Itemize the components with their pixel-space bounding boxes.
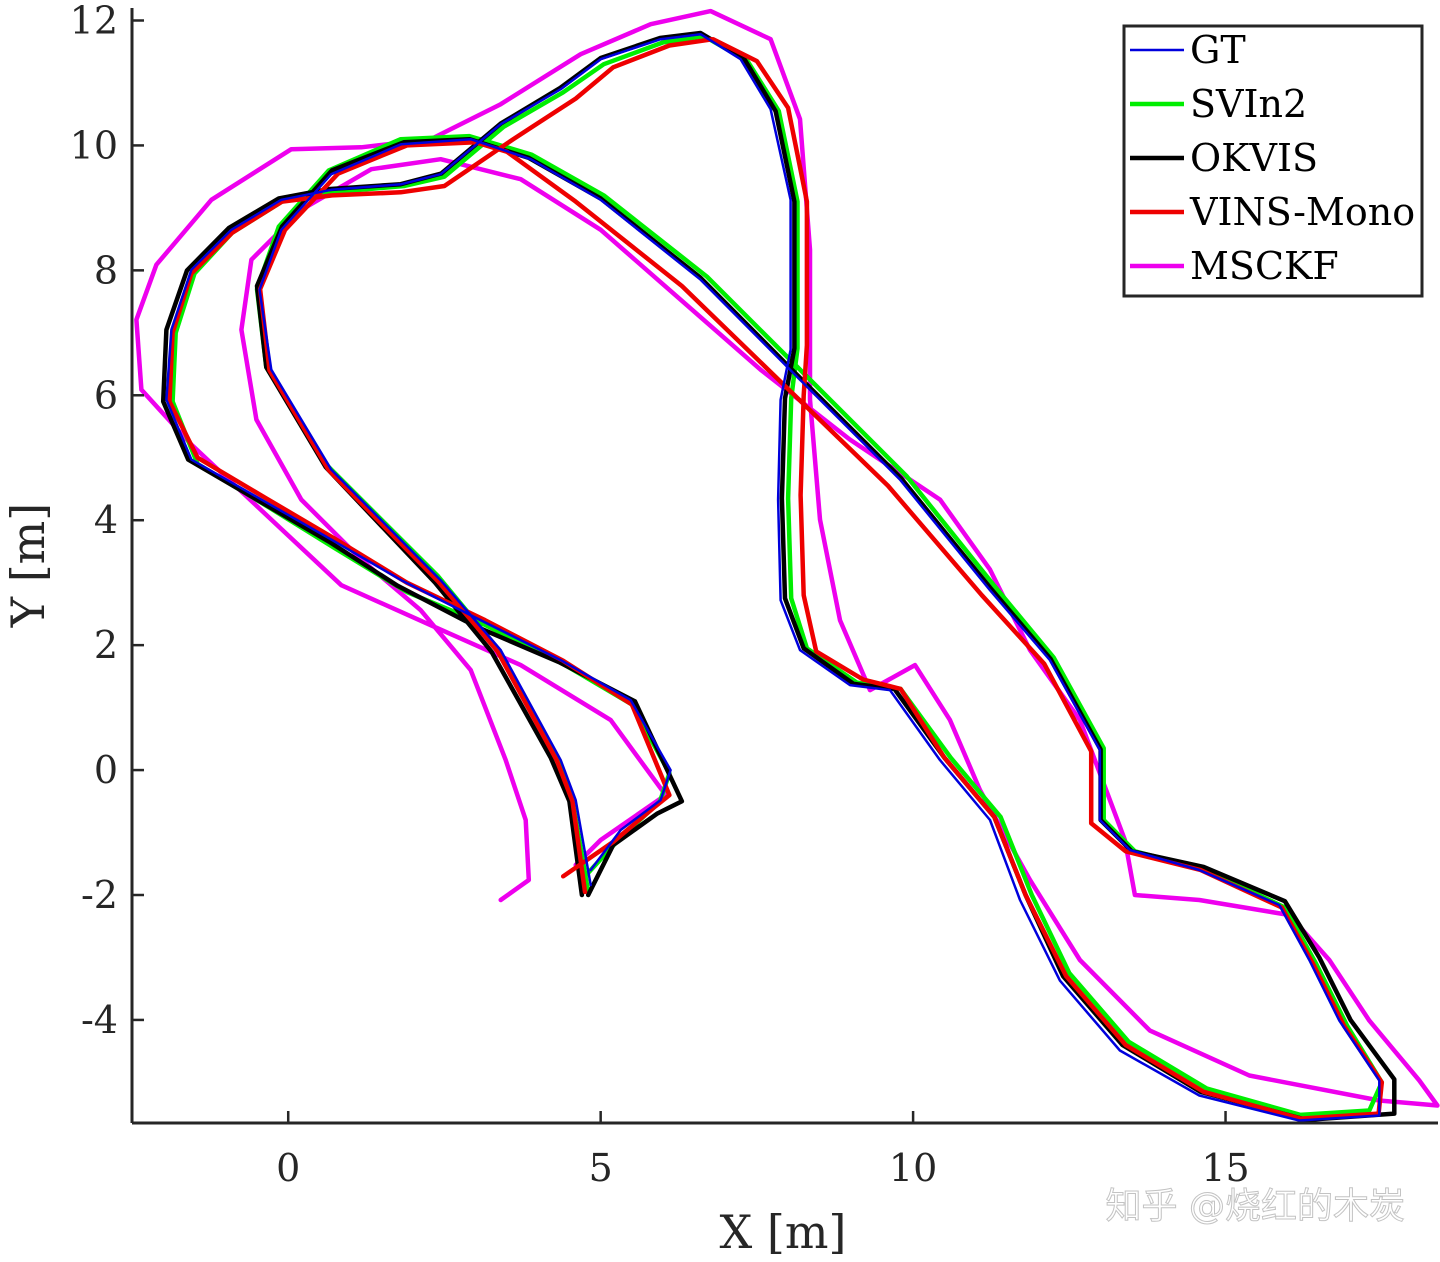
legend-label: SVIn2 [1190,82,1307,126]
y-tick-label: 2 [94,623,118,667]
x-tick-label: 15 [1201,1146,1249,1190]
legend-label: OKVIS [1190,136,1318,180]
axes: 0 5 10 15 -4 -2 0 2 4 6 8 10 12 [70,0,1438,1190]
series-line-svin2 [170,33,1385,1118]
y-tick-label: 8 [94,248,118,292]
y-tick-label: 12 [70,0,118,42]
x-axis-label: X [m] [720,1205,847,1259]
legend-label: VINS-Mono [1189,190,1415,234]
x-tick-label: 10 [889,1146,937,1190]
y-axis-label: Y [m] [1,503,55,629]
y-tick-label: -2 [81,873,118,917]
legend-label: GT [1190,28,1246,72]
legend-entry-svin2: SVIn2 [1130,82,1307,126]
x-tick-label: 0 [276,1146,300,1190]
legend: GT SVIn2 OKVIS VINS-Mono MSCKF [1122,24,1424,298]
y-tick-label: 10 [70,123,118,167]
y-tick-label: 6 [94,373,118,417]
y-tick-label: 0 [94,748,118,792]
y-tick-label: -4 [81,998,118,1042]
legend-label: MSCKF [1190,244,1339,288]
legend-entry-vins-mono: VINS-Mono [1130,190,1415,234]
series-line-gt [165,32,1381,1122]
legend-entry-msckf: MSCKF [1130,244,1339,288]
legend-entry-okvis: OKVIS [1130,136,1318,180]
x-tick-label: 5 [589,1146,613,1190]
y-tick-label: 4 [94,498,118,542]
legend-entry-gt: GT [1130,28,1246,72]
series-layer [134,8,1440,1123]
watermark: 知乎 @烧红的木炭 [1106,1186,1405,1227]
legend-box [1122,24,1424,298]
